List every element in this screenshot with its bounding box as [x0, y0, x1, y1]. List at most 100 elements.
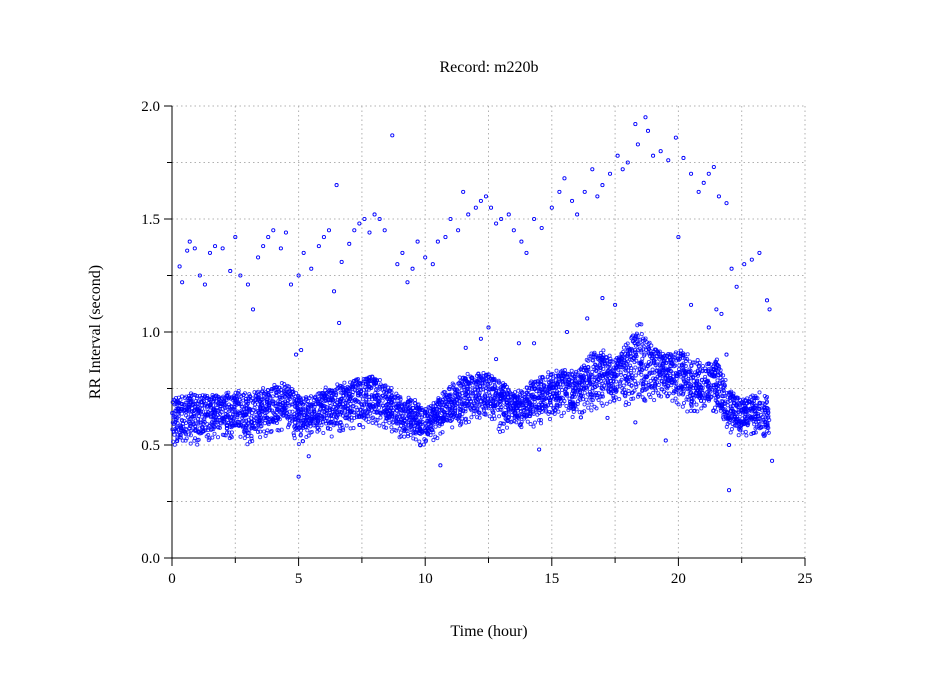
band-point: [240, 410, 245, 415]
band-point: [617, 397, 622, 402]
band-point: [233, 421, 238, 426]
y-axis-label: RR Interval (second): [87, 265, 104, 399]
band-point: [318, 399, 323, 404]
outlier-point: [696, 189, 701, 194]
outlier-point: [770, 458, 775, 463]
band-point: [512, 390, 518, 395]
band-point: [386, 385, 391, 390]
band-point: [281, 405, 286, 410]
band-point: [464, 388, 469, 393]
outlier-point: [316, 244, 321, 249]
outlier-point: [261, 244, 266, 249]
band-point: [193, 436, 198, 441]
outlier-point: [633, 122, 638, 127]
band-point: [184, 436, 189, 441]
band-point: [471, 390, 476, 396]
outlier-point: [271, 228, 276, 233]
band-point: [426, 420, 432, 425]
band-point: [425, 425, 431, 431]
band-point: [347, 397, 352, 402]
band-point: [189, 409, 195, 414]
band-point: [351, 389, 356, 395]
band-point: [376, 402, 381, 408]
band-point: [351, 379, 356, 384]
band-point: [213, 407, 218, 412]
band-point: [736, 433, 741, 438]
band-point: [744, 433, 749, 438]
band-point: [209, 414, 214, 419]
data-points: [170, 115, 775, 493]
band-point: [183, 420, 189, 426]
band-point: [469, 415, 474, 420]
band-point: [364, 402, 369, 407]
outlier-point: [180, 280, 185, 285]
band-point: [559, 414, 564, 419]
band-point: [171, 415, 176, 420]
band-point: [184, 413, 189, 418]
band-point: [176, 414, 181, 419]
band-point: [338, 398, 343, 403]
band-point: [200, 396, 205, 401]
outlier-point: [716, 194, 721, 199]
band-point: [402, 434, 407, 439]
outlier-point: [473, 205, 478, 210]
outlier-point: [532, 341, 537, 346]
band-point: [323, 404, 328, 409]
band-point: [175, 432, 180, 437]
y-tick-label: 0.5: [141, 438, 160, 454]
band-point: [231, 416, 236, 421]
band-point: [222, 401, 227, 406]
band-point: [342, 390, 347, 395]
band-point: [310, 411, 315, 416]
outlier-point: [390, 133, 395, 138]
band-point: [465, 371, 470, 376]
band-point: [343, 412, 348, 418]
band-point: [462, 376, 468, 381]
outlier-point: [435, 239, 440, 244]
band-point: [357, 414, 362, 419]
band-point: [639, 332, 644, 337]
band-point: [390, 408, 395, 413]
band-point: [453, 406, 458, 411]
band-point: [448, 413, 453, 418]
x-tick-label: 0: [168, 571, 176, 587]
band-point: [414, 411, 419, 416]
band-point: [274, 390, 279, 395]
y-tick-label: 1.0: [141, 325, 160, 341]
x-axis-label: Time (hour): [450, 623, 527, 640]
outlier-point: [651, 153, 656, 158]
band-point: [386, 411, 391, 416]
outlier-point: [202, 282, 207, 287]
outlier-point: [337, 320, 342, 326]
outlier-point: [256, 255, 261, 260]
outlier-point: [478, 336, 483, 341]
band-point: [450, 425, 455, 430]
band-point: [340, 426, 345, 431]
band-point: [282, 395, 287, 400]
band-point: [180, 401, 185, 407]
outlier-point: [306, 454, 311, 459]
band-point: [197, 393, 203, 398]
band-point: [408, 420, 413, 425]
band-point: [458, 379, 463, 384]
band-point: [252, 414, 257, 419]
band-point: [354, 398, 359, 403]
outlier-point: [347, 241, 352, 246]
band-point: [335, 398, 340, 403]
outlier-point: [456, 228, 461, 233]
band-point: [271, 399, 276, 404]
band-point: [632, 378, 637, 383]
band-point: [195, 442, 200, 447]
band-point: [601, 348, 606, 353]
band-point: [284, 410, 289, 415]
band-point: [389, 397, 394, 402]
band-point: [192, 401, 197, 406]
band-point: [289, 418, 295, 423]
outlier-point: [562, 176, 567, 181]
band-point: [377, 377, 382, 383]
band-point: [412, 397, 418, 403]
band-point: [404, 426, 409, 431]
band-point: [174, 408, 179, 413]
band-point: [210, 392, 215, 398]
band-point: [175, 439, 180, 444]
